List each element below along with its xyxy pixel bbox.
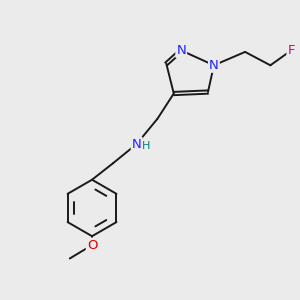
Text: N: N [132, 138, 142, 151]
Text: H: H [142, 140, 150, 151]
Text: F: F [287, 44, 295, 57]
Text: N: N [176, 44, 186, 57]
Text: N: N [209, 59, 219, 72]
Text: O: O [87, 238, 97, 252]
